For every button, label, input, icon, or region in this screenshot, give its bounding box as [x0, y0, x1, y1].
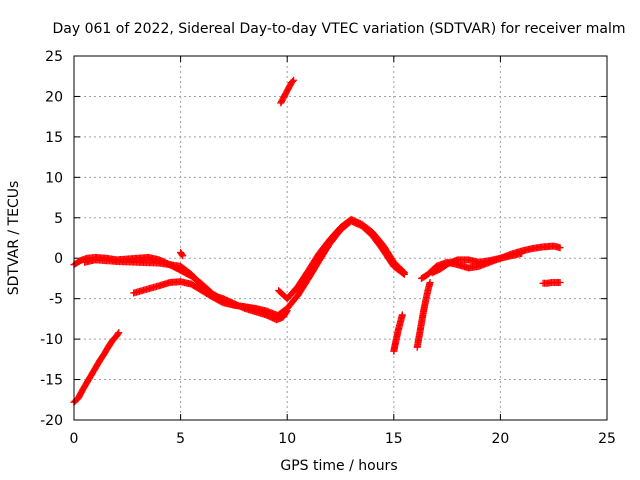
y-axis-label: SDTVAR / TECUs	[6, 181, 22, 296]
series-arc-mid	[130, 278, 281, 319]
y-tick-label: 0	[54, 251, 63, 267]
y-tick-label: -20	[40, 413, 63, 429]
data-point-marker	[283, 307, 291, 315]
data-point-marker	[556, 278, 564, 286]
x-tick-label: 5	[176, 431, 185, 447]
x-tick-label: 20	[491, 431, 509, 447]
series-arc-main-b	[81, 256, 291, 324]
data-point-marker	[178, 251, 186, 259]
x-tick-label: 25	[598, 431, 616, 447]
data-point-marker	[399, 268, 407, 276]
data-point-marker	[273, 311, 281, 319]
data-point-marker	[400, 269, 408, 277]
data-point-marker	[179, 252, 187, 260]
data-points	[70, 76, 564, 406]
y-tick-label: 20	[45, 89, 63, 105]
data-point-marker	[556, 244, 564, 252]
series-arc-spot-5	[177, 249, 187, 260]
data-point-marker	[426, 278, 434, 286]
x-tick-label: 15	[385, 431, 403, 447]
grid-lines	[74, 56, 607, 420]
y-tick-label: -5	[49, 292, 63, 308]
x-axis-label: GPS time / hours	[280, 458, 397, 474]
x-tick-label: 0	[70, 431, 79, 447]
series-arc-high	[277, 76, 298, 107]
series-arc-early-rise	[70, 329, 123, 406]
data-point-marker	[398, 311, 406, 319]
series-arc-late-flat	[539, 278, 564, 287]
series-arc-late-b	[428, 249, 526, 277]
data-point-marker	[282, 308, 290, 316]
series-arc-dip-2	[413, 278, 434, 351]
data-point-marker	[115, 329, 123, 337]
y-tick-label: 10	[45, 170, 63, 186]
y-tick-label: 15	[45, 130, 63, 146]
data-point-marker	[290, 76, 298, 84]
y-tick-label: -10	[40, 332, 63, 348]
data-point-marker	[289, 77, 297, 85]
plot-frame	[73, 55, 608, 421]
y-tick-label: -15	[40, 373, 63, 389]
chart-title: Day 061 of 2022, Sidereal Day-to-day VTE…	[53, 21, 626, 37]
x-tick-label: 10	[278, 431, 296, 447]
data-point-marker	[114, 330, 122, 338]
series-arc-dip-1	[390, 311, 406, 355]
y-tick-label: 5	[54, 211, 63, 227]
series-arc-dip-rise	[275, 215, 408, 303]
data-point-marker	[518, 249, 526, 257]
y-tick-label: 25	[45, 49, 63, 65]
